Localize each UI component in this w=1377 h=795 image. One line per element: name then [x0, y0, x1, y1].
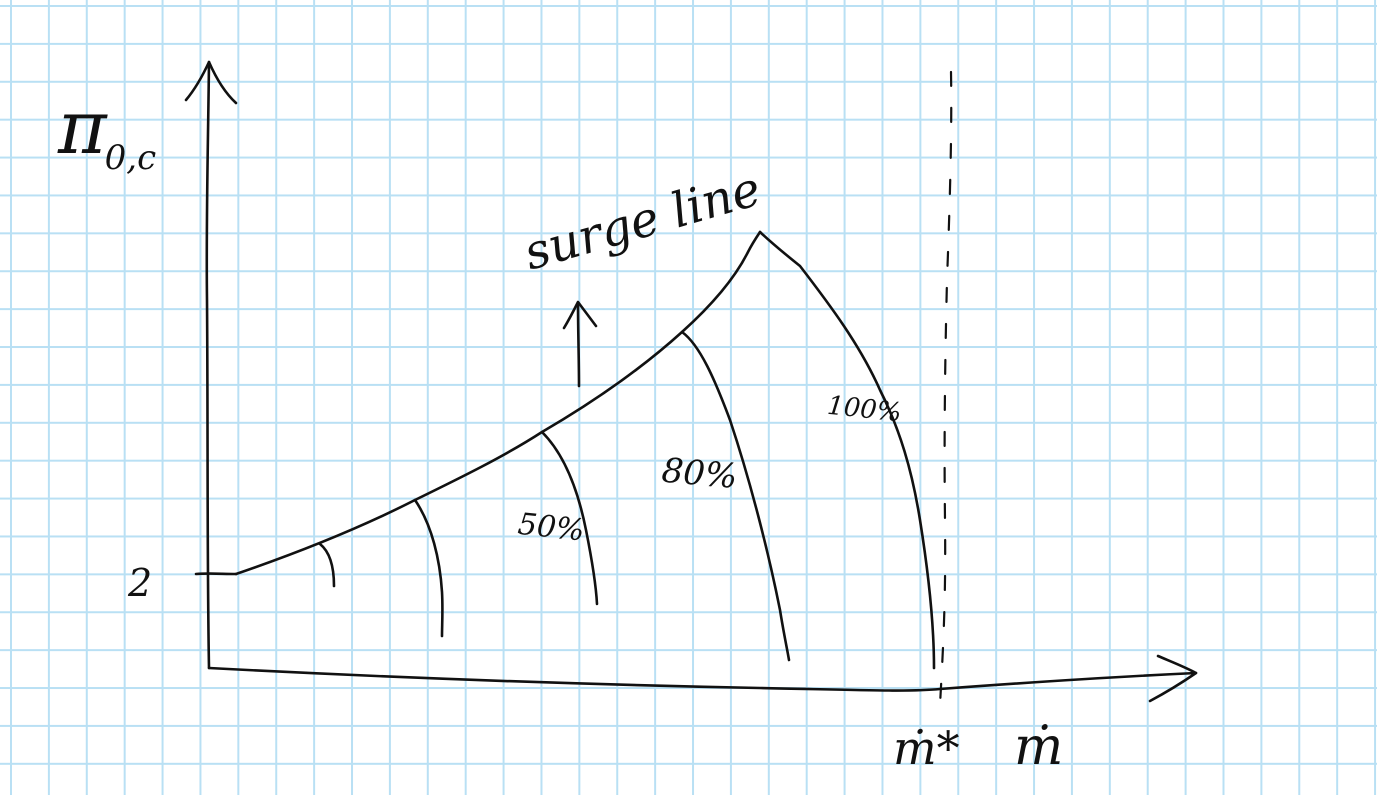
x-axis — [207, 666, 1198, 692]
surge-line-label: surge line — [518, 161, 767, 282]
surge-arrow-shaft — [576, 301, 581, 388]
speed-label-80: 80% — [660, 451, 739, 497]
speed-label-100: 100% — [826, 391, 903, 429]
speed-line-100 — [758, 230, 936, 670]
y-tick-label-2: 2 — [127, 561, 152, 605]
surge-line — [234, 230, 762, 576]
y-axis-arrowhead — [184, 60, 238, 105]
speed-line-2 — [413, 498, 444, 638]
speed-line-50 — [540, 430, 599, 606]
y-axis — [205, 60, 211, 670]
choke-line-dashed — [938, 70, 953, 707]
x-marker-label: ṁ* — [893, 721, 960, 775]
speed-line-80 — [680, 330, 791, 662]
x-axis-arrowhead — [1148, 654, 1198, 703]
surge-arrow-head — [562, 300, 598, 330]
x-axis-label: ṁ — [1014, 717, 1063, 777]
speed-label-50: 50% — [516, 507, 586, 549]
y-axis-label: π0,c — [57, 85, 156, 178]
speed-line-1 — [318, 542, 336, 588]
